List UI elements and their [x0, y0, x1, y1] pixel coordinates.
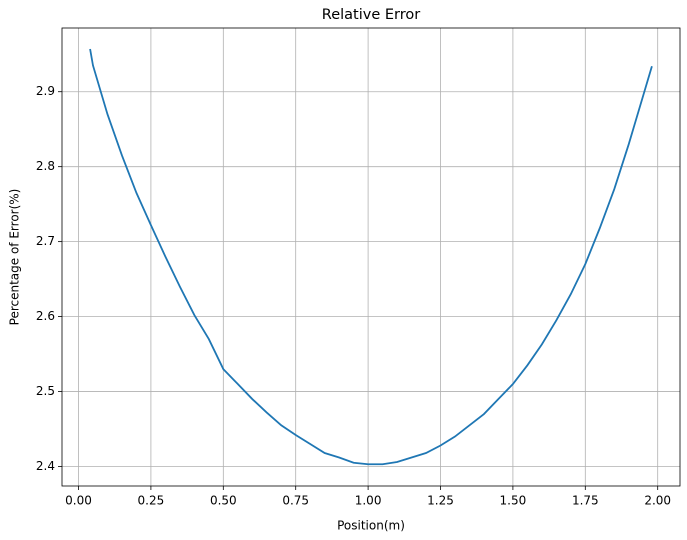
plot-frame: [61, 27, 681, 487]
x-tick-label: 1.75: [572, 494, 599, 508]
chart-title: Relative Error: [322, 7, 420, 23]
y-tick-label: 2.5: [36, 384, 55, 398]
y-tick-label: 2.7: [36, 234, 55, 248]
y-axis-label: Percentage of Error(%): [8, 189, 22, 326]
y-tick-label: 2.4: [36, 459, 55, 473]
x-tick-label: 0.25: [138, 494, 165, 508]
x-tick-label: 1.25: [427, 494, 454, 508]
x-tick-label: 0.00: [65, 494, 92, 508]
x-tick-label: 0.50: [210, 494, 237, 508]
y-tick-label: 2.8: [36, 159, 55, 173]
x-tick-label: 2.00: [644, 494, 671, 508]
x-tick-label: 1.50: [500, 494, 527, 508]
x-tick-label: 1.00: [355, 494, 382, 508]
x-tick-label: 0.75: [282, 494, 309, 508]
y-tick-label: 2.9: [36, 84, 55, 98]
y-tick-label: 2.6: [36, 309, 55, 323]
x-axis-label: Position(m): [337, 519, 405, 533]
line: [89, 48, 653, 466]
